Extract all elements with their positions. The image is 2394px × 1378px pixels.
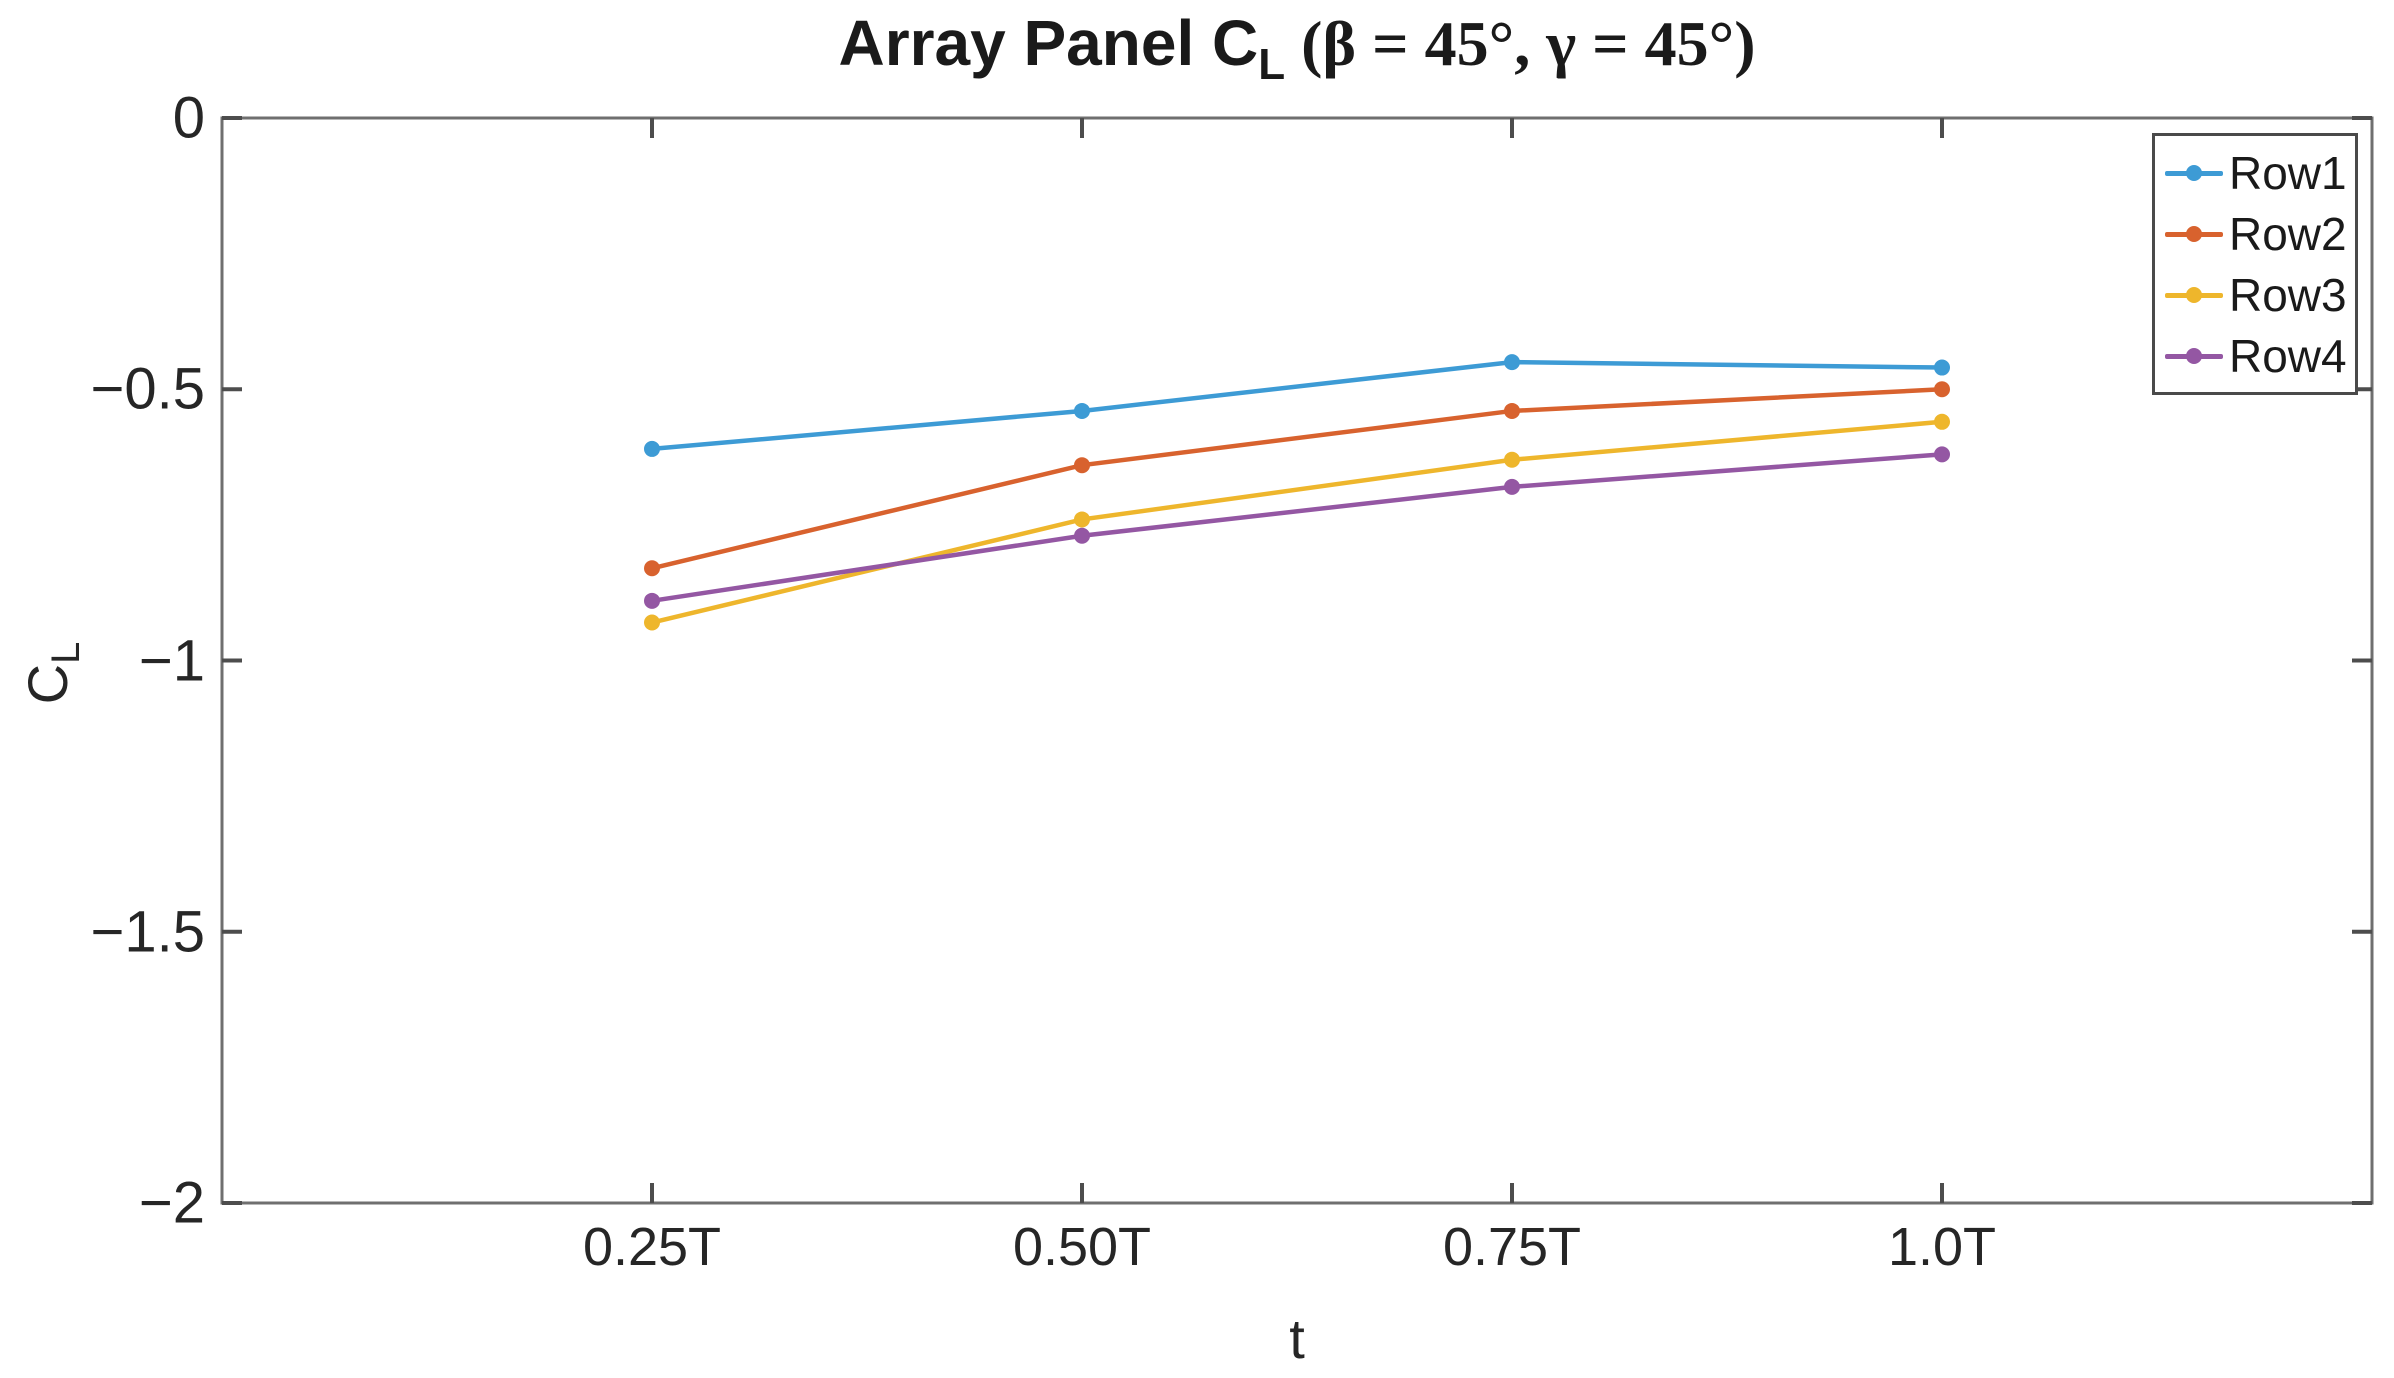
legend-label: Row3 [2229, 268, 2347, 321]
row3-line-marker-icon [2165, 286, 2223, 304]
legend-label: Row2 [2229, 207, 2347, 260]
chart-title: Array Panel CL (β = 45°, γ = 45°) [222, 6, 2372, 90]
row1-line-marker-icon [2165, 164, 2223, 182]
x-axis-label: t [1289, 1307, 1305, 1370]
y-axis-label-subscript: L [44, 641, 88, 664]
chart-title-subscript: L [1258, 40, 1286, 89]
x-tick-label: 0.75T [1442, 1217, 1582, 1277]
legend-label: Row4 [2229, 329, 2347, 382]
y-tick-label: −1.5 [90, 899, 206, 965]
x-tick-label: 1.0T [1887, 1217, 1997, 1277]
y-axis-label: CL [15, 523, 89, 823]
legend-item-row2: Row2 [2165, 211, 2355, 257]
y-tick-label: −1 [138, 628, 205, 694]
legend-item-row1: Row1 [2165, 150, 2355, 196]
y-axis-label-main: C [16, 663, 79, 705]
legend-label: Row1 [2229, 146, 2347, 199]
row4-line-marker-icon [2165, 347, 2223, 365]
legend-box: Row1 Row2 Row3 Row4 [2152, 133, 2358, 395]
y-tick-label: −0.5 [90, 356, 206, 422]
x-tick-label: 0.50T [1012, 1217, 1152, 1277]
chart-title-params: (β = 45°, γ = 45°) [1285, 8, 1756, 79]
x-tick-label: 0.25T [582, 1217, 722, 1277]
row2-line-marker-icon [2165, 225, 2223, 243]
legend-item-row3: Row3 [2165, 272, 2355, 318]
legend-item-row4: Row4 [2165, 333, 2355, 379]
y-tick-label: 0 [172, 85, 205, 151]
y-tick-label: −2 [138, 1170, 205, 1236]
chart-title-main: Array Panel C [838, 7, 1259, 79]
